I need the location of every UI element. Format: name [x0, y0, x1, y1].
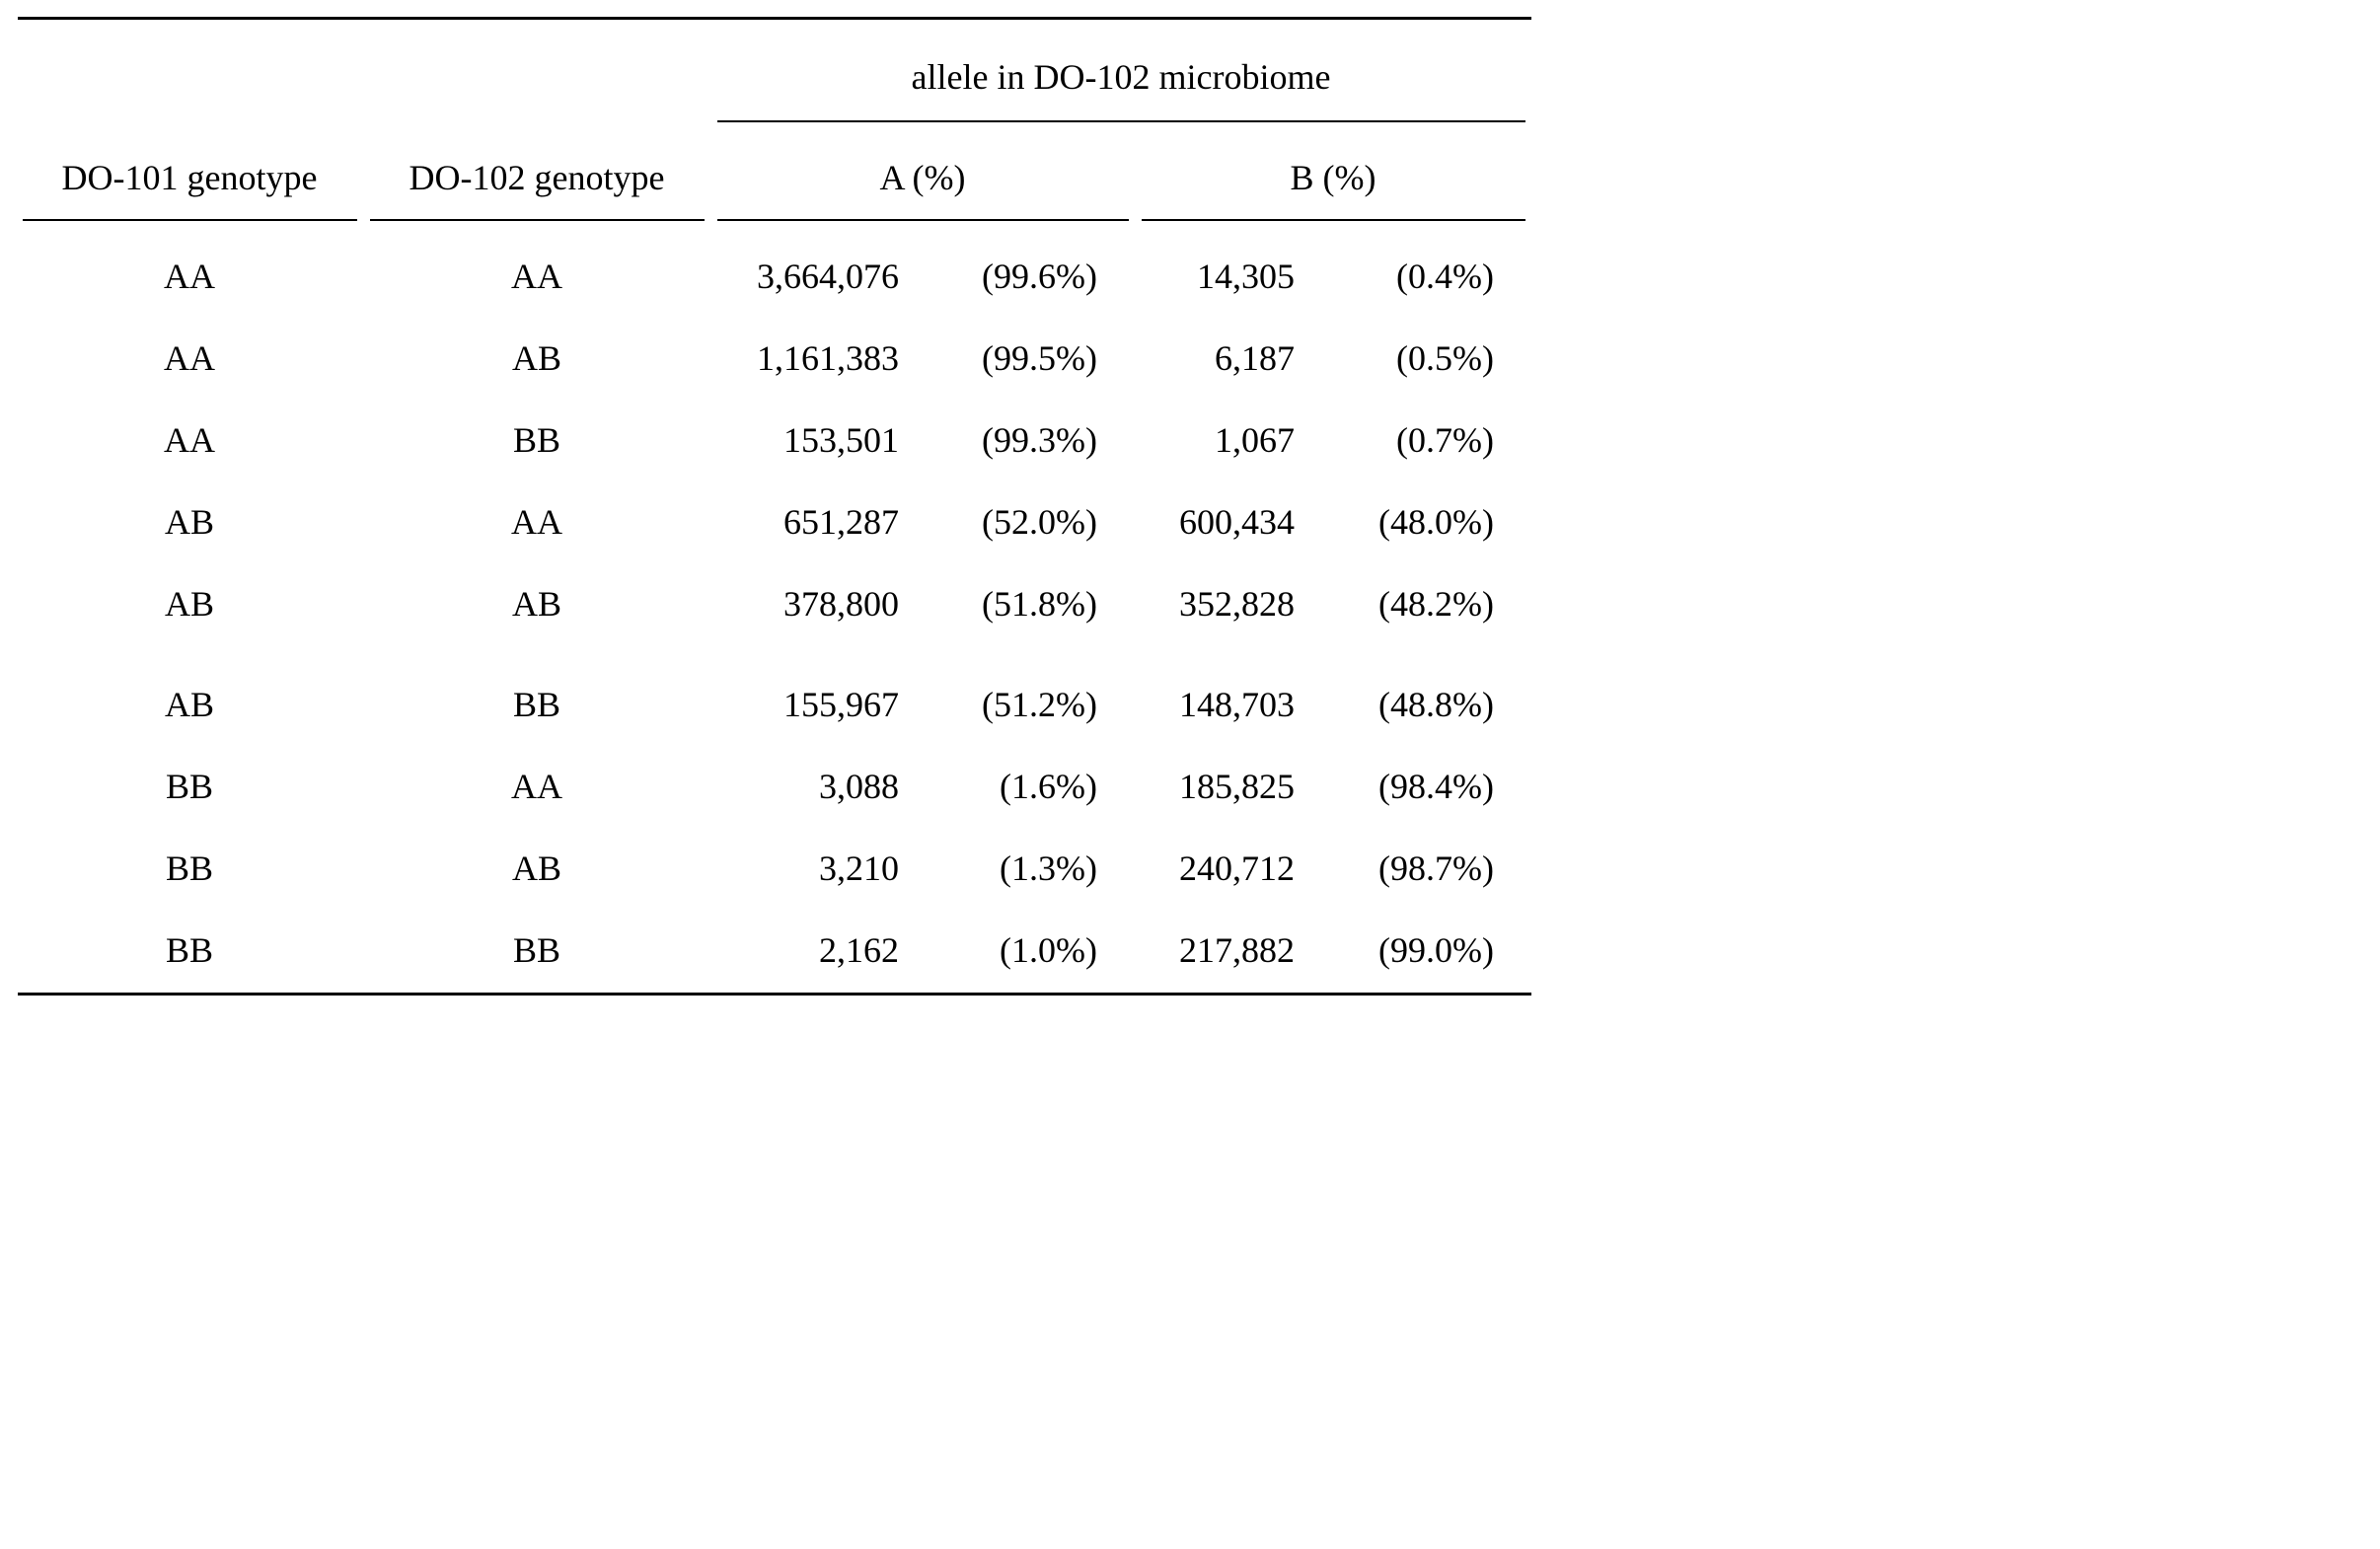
cell-do102-genotype: BB	[512, 420, 561, 460]
cell-do101-genotype: AB	[164, 584, 215, 624]
cell-a-percent: (99.6%)	[982, 257, 1097, 296]
cell-do101-genotype: BB	[165, 930, 214, 970]
cell-a-count: 651,287	[783, 502, 899, 542]
cell-a-percent: (51.2%)	[982, 685, 1097, 724]
cell-do101-genotype: AB	[164, 502, 215, 542]
cell-a-percent: (1.6%)	[1000, 767, 1097, 806]
cell-b-count: 600,434	[1179, 502, 1295, 542]
cell-a-percent: (51.8%)	[982, 584, 1097, 624]
cell-do101-genotype: BB	[165, 848, 214, 888]
cell-b-percent: (98.7%)	[1378, 848, 1494, 888]
cell-do101-genotype: AA	[164, 420, 215, 460]
cell-do102-genotype: AA	[511, 257, 562, 296]
cell-b-percent: (48.8%)	[1378, 685, 1494, 724]
spanner-rule	[717, 120, 1525, 122]
cell-do102-genotype: AB	[511, 338, 562, 378]
cell-a-count: 153,501	[783, 420, 899, 460]
cell-b-percent: (0.5%)	[1396, 338, 1494, 378]
cell-do102-genotype: AA	[511, 502, 562, 542]
column-header-do102-genotype: DO-102 genotype	[409, 158, 665, 197]
cell-b-count: 1,067	[1215, 420, 1295, 460]
cell-a-count: 3,210	[819, 848, 899, 888]
cell-b-percent: (98.4%)	[1378, 767, 1494, 806]
cell-b-count: 185,825	[1179, 767, 1295, 806]
spanner-header: allele in DO-102 microbiome	[911, 57, 1331, 97]
cell-do101-genotype: AA	[164, 338, 215, 378]
cell-b-percent: (0.7%)	[1396, 420, 1494, 460]
cell-b-percent: (48.0%)	[1378, 502, 1494, 542]
cell-a-percent: (52.0%)	[982, 502, 1097, 542]
cell-do101-genotype: BB	[165, 767, 214, 806]
column-header-b-percent: B (%)	[1290, 158, 1376, 197]
cell-b-percent: (48.2%)	[1378, 584, 1494, 624]
cell-a-count: 1,161,383	[757, 338, 899, 378]
top-rule	[18, 17, 1531, 20]
cell-a-count: 3,664,076	[757, 257, 899, 296]
cell-a-count: 378,800	[783, 584, 899, 624]
cell-b-count: 240,712	[1179, 848, 1295, 888]
cell-do101-genotype: AA	[164, 257, 215, 296]
header-rule-do101	[23, 219, 357, 221]
cell-a-count: 3,088	[819, 767, 899, 806]
cell-do102-genotype: BB	[512, 930, 561, 970]
cell-a-percent: (1.3%)	[1000, 848, 1097, 888]
column-header-a-percent: A (%)	[879, 158, 966, 197]
cell-b-percent: (0.4%)	[1396, 257, 1494, 296]
cell-a-count: 2,162	[819, 930, 899, 970]
cell-b-count: 217,882	[1179, 930, 1295, 970]
cell-b-count: 352,828	[1179, 584, 1295, 624]
cell-a-percent: (1.0%)	[1000, 930, 1097, 970]
cell-b-percent: (99.0%)	[1378, 930, 1494, 970]
cell-b-count: 148,703	[1179, 685, 1295, 724]
cell-do102-genotype: AB	[511, 584, 562, 624]
cell-do102-genotype: BB	[512, 685, 561, 724]
cell-b-count: 14,305	[1197, 257, 1295, 296]
column-header-do101-genotype: DO-101 genotype	[61, 158, 318, 197]
cell-a-percent: (99.3%)	[982, 420, 1097, 460]
cell-do101-genotype: AB	[164, 685, 215, 724]
bottom-rule	[18, 993, 1531, 996]
cell-a-percent: (99.5%)	[982, 338, 1097, 378]
cell-do102-genotype: AA	[511, 767, 562, 806]
header-rule-a	[717, 219, 1129, 221]
cell-b-count: 6,187	[1215, 338, 1295, 378]
header-rule-b	[1142, 219, 1525, 221]
cell-a-count: 155,967	[783, 685, 899, 724]
cell-do102-genotype: AB	[511, 848, 562, 888]
header-rule-do102	[370, 219, 705, 221]
